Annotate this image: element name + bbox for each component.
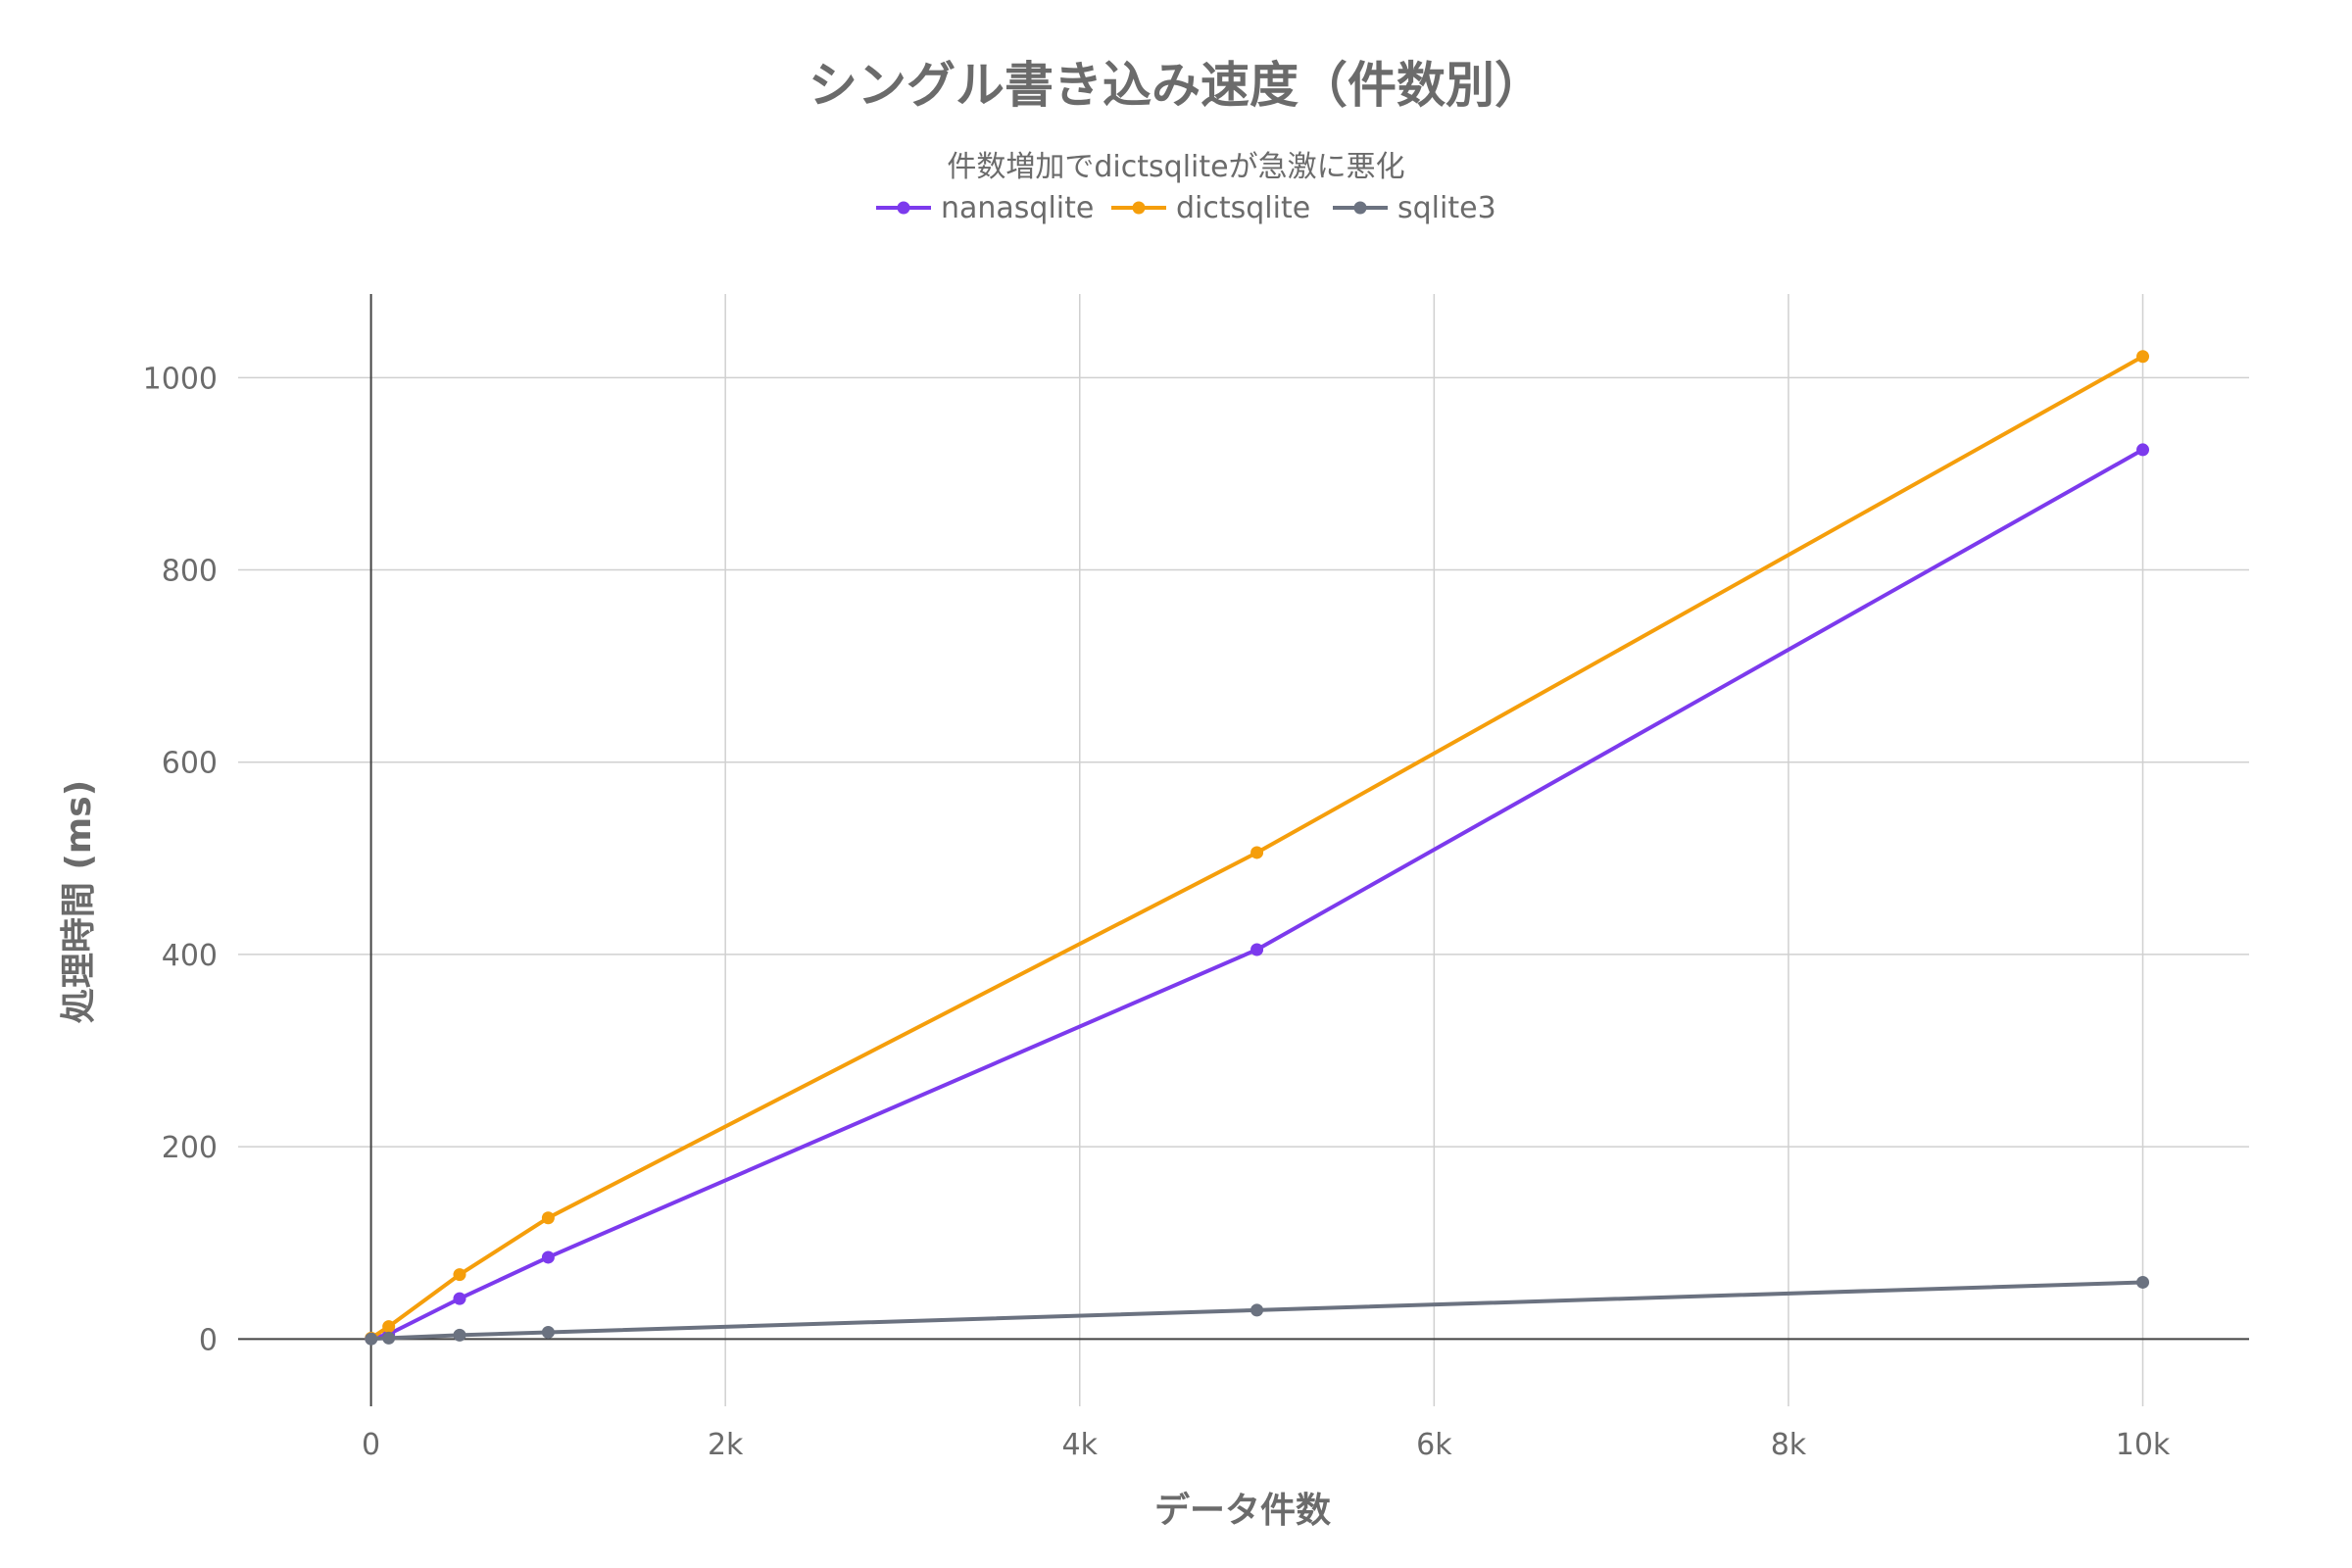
grid [238,294,2249,1406]
data-point-sqlite3 [1250,1303,1264,1317]
y-tick-label: 200 [162,1131,218,1165]
y-tick-label: 800 [162,555,218,589]
x-tick-label: 0 [362,1428,380,1462]
legend-swatch-marker [1353,201,1367,215]
y-tick-label: 1000 [143,362,218,396]
axes [238,294,2249,1406]
data-point-nanasqlite [453,1292,466,1305]
legend-item-sqlite3[interactable]: sqlite3 [1333,191,1496,225]
data-point-dictsqlite [1250,846,1264,859]
x-tick-label: 6k [1416,1428,1452,1462]
series [365,350,2150,1346]
legend-item-nanasqlite[interactable]: nanasqlite [876,191,1094,225]
legend-swatch-marker [897,201,910,215]
data-point-sqlite3 [541,1325,555,1339]
x-tick-label: 8k [1771,1428,1807,1462]
tick-labels: 0 2k 4k 6k 8k 10k 0 200 400 600 800 1000 [143,362,2171,1462]
data-point-sqlite3 [453,1328,466,1342]
data-point-dictsqlite [382,1320,396,1334]
series-line-nanasqlite [368,447,2145,1341]
x-axis-title: データ件数 [1154,1490,1331,1531]
series-nanasqlite [365,443,2150,1346]
data-point-nanasqlite [541,1250,555,1264]
chart-title: シングル書き込み速度（件数別） [808,57,1544,114]
legend-label: sqlite3 [1397,191,1496,225]
legend-swatch-marker [1132,201,1146,215]
data-point-sqlite3 [382,1331,396,1345]
y-tick-label: 400 [162,939,218,973]
legend: nanasqlite dictsqlite sqlite3 [876,191,1496,225]
data-point-dictsqlite [2136,350,2150,364]
x-tick-label: 10k [2116,1428,2171,1462]
legend-label: nanasqlite [941,191,1094,225]
x-tick-label: 4k [1062,1428,1099,1462]
series-sqlite3 [365,1275,2150,1346]
data-point-sqlite3 [365,1332,378,1346]
chart-subtitle: 件数増加でdictsqliteが急激に悪化 [947,150,1404,184]
y-axis-title: 処理時間 (ms) [59,780,99,1023]
data-point-dictsqlite [541,1211,555,1225]
x-tick-label: 2k [708,1428,744,1462]
y-tick-label: 600 [162,747,218,781]
y-tick-label: 0 [199,1323,218,1357]
data-point-sqlite3 [2136,1275,2150,1289]
legend-label: dictsqlite [1176,191,1310,225]
legend-item-dictsqlite[interactable]: dictsqlite [1111,191,1310,225]
data-point-nanasqlite [1250,943,1264,956]
series-dictsqlite [365,350,2150,1345]
data-point-dictsqlite [453,1268,466,1282]
data-point-nanasqlite [2136,443,2150,457]
